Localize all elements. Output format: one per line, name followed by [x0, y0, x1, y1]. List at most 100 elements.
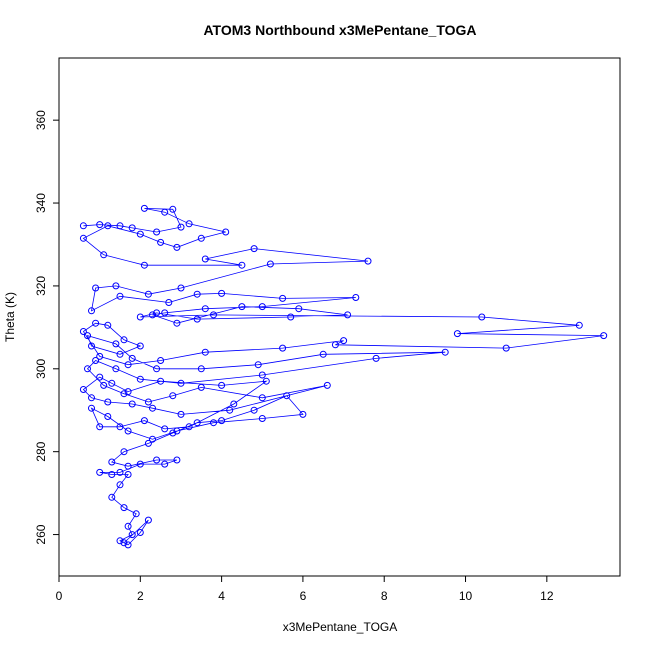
data-point	[124, 522, 132, 530]
data-point	[144, 516, 152, 524]
data-point	[502, 344, 510, 352]
data-point	[165, 299, 173, 306]
data-point	[96, 423, 104, 431]
data-point	[104, 398, 112, 406]
y-tick-label: 360	[34, 110, 48, 130]
x-tick-label: 0	[56, 589, 63, 603]
data-point	[108, 471, 116, 478]
y-tick-label: 260	[34, 524, 48, 544]
data-point	[120, 448, 128, 456]
data-point	[136, 230, 144, 238]
data-point	[92, 284, 100, 292]
series-points	[79, 204, 608, 549]
data-point	[104, 222, 112, 230]
x-axis: 0 2 4 6 8 10 12	[56, 576, 554, 603]
data-point	[600, 332, 608, 340]
data-point	[120, 390, 128, 398]
data-point	[185, 423, 193, 431]
data-point	[104, 321, 112, 329]
data-point	[344, 311, 352, 319]
data-point	[153, 228, 161, 236]
x-tick-label: 12	[540, 589, 554, 603]
data-point	[140, 417, 148, 425]
data-point	[153, 309, 161, 317]
data-point	[238, 261, 246, 269]
data-point	[116, 537, 124, 545]
series-polyline	[82, 208, 604, 546]
data-point	[144, 398, 152, 406]
data-point	[177, 410, 185, 418]
data-point	[88, 404, 95, 412]
data-point	[331, 341, 339, 349]
data-point	[258, 303, 266, 311]
data-point	[144, 290, 152, 298]
data-point	[478, 313, 486, 321]
data-point	[169, 205, 177, 213]
data-point	[193, 290, 201, 298]
data-point	[364, 257, 372, 265]
data-point	[262, 377, 270, 385]
x-tick-label: 10	[459, 589, 473, 603]
data-point	[79, 234, 87, 242]
data-point	[112, 340, 120, 348]
data-point	[108, 458, 116, 466]
data-point	[279, 344, 287, 352]
data-point	[132, 510, 140, 518]
data-point	[88, 394, 95, 402]
data-point	[266, 260, 274, 268]
data-point	[79, 222, 87, 230]
data-point	[128, 400, 136, 408]
data-point	[140, 261, 148, 269]
data-point	[161, 425, 169, 433]
data-point	[193, 419, 201, 427]
data-point	[116, 468, 124, 476]
x-tick-label: 8	[381, 589, 388, 603]
data-point	[128, 531, 136, 539]
data-point	[96, 373, 104, 381]
data-point	[88, 307, 95, 315]
x-tick-label: 4	[218, 589, 225, 603]
data-point	[201, 348, 209, 356]
data-point	[250, 245, 258, 253]
data-point	[441, 348, 449, 356]
data-point	[177, 223, 185, 231]
data-point	[197, 383, 205, 391]
data-point	[352, 294, 360, 301]
data-point	[124, 388, 132, 396]
data-point	[108, 493, 116, 501]
data-point	[120, 336, 128, 344]
data-point	[124, 462, 132, 470]
y-tick-label: 300	[34, 358, 48, 378]
data-point	[144, 439, 152, 447]
data-point	[258, 371, 266, 379]
data-point	[299, 410, 307, 418]
data-point	[169, 429, 177, 437]
data-point	[96, 221, 104, 229]
data-point	[197, 365, 205, 373]
data-point	[201, 305, 209, 313]
data-point	[136, 529, 144, 536]
data-point	[116, 222, 124, 230]
data-point	[140, 204, 148, 212]
data-point	[177, 379, 185, 387]
data-point	[116, 423, 124, 431]
data-point	[128, 224, 136, 232]
data-point	[197, 234, 205, 242]
data-point	[372, 354, 380, 362]
data-point	[323, 381, 331, 389]
data-point	[96, 468, 104, 476]
data-point	[149, 404, 156, 412]
data-point	[96, 352, 104, 360]
data-point	[161, 460, 169, 468]
data-point	[100, 251, 108, 259]
data-point	[173, 243, 181, 251]
data-point	[201, 255, 209, 263]
data-point	[173, 319, 181, 327]
data-point	[230, 400, 238, 408]
data-point	[124, 427, 132, 435]
data-point	[88, 342, 95, 350]
data-point	[283, 392, 291, 400]
data-point	[112, 282, 120, 290]
data-point	[258, 415, 266, 422]
